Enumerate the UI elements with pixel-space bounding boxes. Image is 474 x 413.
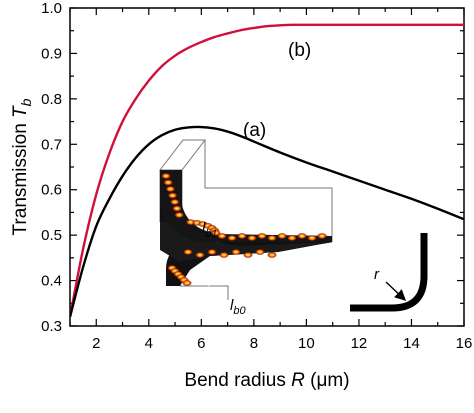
x-axis-title: Bend radius R (μm) bbox=[184, 370, 349, 391]
lb0-marker bbox=[197, 271, 221, 299]
field-spot bbox=[167, 192, 178, 199]
inset-waveguide-floor bbox=[160, 222, 332, 262]
x-tick-label: 6 bbox=[197, 335, 205, 352]
field-spot bbox=[267, 251, 277, 259]
x-tick-label: 4 bbox=[145, 335, 153, 352]
series-a-line bbox=[70, 125, 464, 318]
waveguide-field-inset: lb1 lb0 bbox=[158, 139, 333, 317]
series-b-line bbox=[70, 23, 464, 318]
field-spot bbox=[247, 234, 257, 242]
field-spot bbox=[317, 232, 327, 240]
field-spot bbox=[195, 251, 205, 259]
curve-label-a: (a) bbox=[243, 120, 266, 141]
y-tick-label: 0.5 bbox=[41, 227, 62, 244]
field-spot bbox=[297, 232, 307, 240]
field-spot bbox=[172, 205, 182, 212]
field-spot bbox=[277, 232, 287, 240]
x-tick-label: 10 bbox=[298, 335, 315, 352]
x-tick-label: 14 bbox=[403, 335, 420, 352]
field-spot bbox=[182, 279, 192, 287]
y-tick-label: 0.3 bbox=[41, 318, 62, 335]
field-spot bbox=[287, 234, 297, 242]
field-spot bbox=[255, 248, 265, 256]
field-spot bbox=[161, 172, 171, 180]
y-axis-title: Transmission Tb bbox=[10, 98, 34, 235]
field-spot bbox=[165, 185, 176, 193]
field-spot bbox=[267, 234, 277, 242]
x-tick-label: 2 bbox=[92, 335, 100, 352]
field-spot bbox=[183, 248, 193, 256]
bend-schematic: r bbox=[350, 233, 428, 312]
y-tick-label: 0.7 bbox=[41, 136, 62, 153]
x-tick-label: 16 bbox=[456, 335, 473, 352]
x-tick-label: 8 bbox=[250, 335, 258, 352]
bend-radius-label: r bbox=[374, 266, 380, 283]
field-spot bbox=[227, 234, 237, 242]
field-spot bbox=[219, 251, 229, 259]
field-spot bbox=[231, 248, 241, 256]
x-tick-label: 12 bbox=[351, 335, 368, 352]
inset-label-lb1: lb1 bbox=[202, 220, 218, 240]
curve-label-b: (b) bbox=[288, 40, 311, 61]
field-spot bbox=[174, 211, 185, 219]
inset-label-lb0: lb0 bbox=[230, 297, 246, 317]
bend-radius-arrow bbox=[385, 281, 407, 301]
field-spot bbox=[243, 251, 253, 259]
field-spot bbox=[169, 198, 180, 206]
y-tick-label: 0.8 bbox=[41, 91, 62, 108]
y-tick-label: 0.9 bbox=[41, 45, 62, 62]
field-spot bbox=[207, 248, 217, 256]
y-tick-label: 0.6 bbox=[41, 182, 62, 199]
y-tick-label: 1.0 bbox=[41, 0, 62, 17]
bend-waveguide-icon bbox=[350, 233, 428, 312]
field-spot bbox=[163, 179, 174, 186]
field-spot bbox=[237, 232, 247, 240]
field-spot bbox=[217, 232, 227, 240]
inset-field-spots bbox=[161, 172, 327, 287]
inset-waveguide-top bbox=[160, 170, 332, 242]
axis-tick-labels: 2 4 6 8 10 12 14 16 0.3 0.4 0.5 0.6 0.7 0.8 0.9 1.0 bbox=[41, 0, 472, 352]
lb1-marker bbox=[221, 213, 245, 218]
field-spot bbox=[307, 234, 317, 242]
axis-ticks bbox=[69, 7, 465, 327]
field-spot bbox=[257, 232, 267, 240]
y-tick-label: 0.4 bbox=[41, 273, 62, 290]
